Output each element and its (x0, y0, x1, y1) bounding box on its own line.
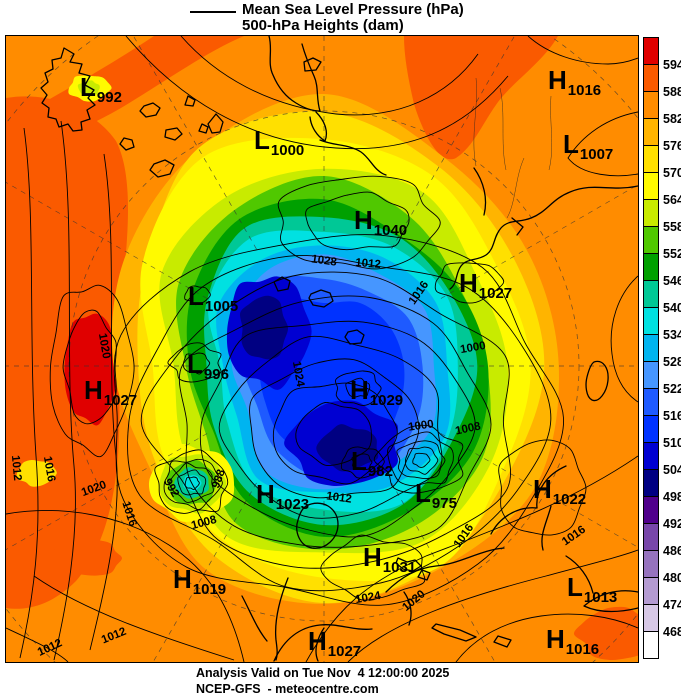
pressure-center-low: L1005 (188, 281, 239, 315)
colorbar-swatch (643, 523, 659, 551)
colorbar-swatch (643, 631, 659, 659)
pressure-center-low: L1000 (254, 125, 305, 159)
colorbar-tick-label: 576 (663, 139, 681, 153)
colorbar-tick-label: 570 (663, 166, 681, 180)
isobar-open-contours (6, 36, 638, 662)
weather-map: 1020 1012 1016 1020 1016 992 988 1008 1012 1000 10… (5, 35, 639, 663)
pressure-center-high: H1016 (546, 624, 600, 658)
colorbar-swatch (643, 253, 659, 281)
colorbar-tick-label: 534 (663, 328, 681, 342)
pressure-center-high: H1031 (363, 542, 417, 576)
pressure-center-high: H1040 (354, 205, 408, 239)
colorbar-swatch (643, 442, 659, 470)
pressure-center-low: L982 (351, 446, 393, 480)
colorbar-swatch (643, 145, 659, 173)
colorbar-tick-label: 480 (663, 571, 681, 585)
pressure-center-low: L975 (415, 478, 457, 512)
colorbar: 594 588 582 576 570 564 558 552 546 540 534 528 522 5… (643, 37, 681, 663)
pressure-center-high: H1027 (459, 268, 513, 302)
colorbar-swatch (643, 172, 659, 200)
colorbar-tick-label: 468 (663, 625, 681, 639)
colorbar-tick-label: 492 (663, 517, 681, 531)
colorbar-tick-label: 588 (663, 85, 681, 99)
pressure-center-high: H1027 (308, 626, 362, 660)
colorbar-swatch (643, 64, 659, 92)
colorbar-swatch (643, 577, 659, 605)
colorbar-tick-label: 504 (663, 463, 681, 477)
colorbar-tick-label: 516 (663, 409, 681, 423)
colorbar-tick-label: 564 (663, 193, 681, 207)
colorbar-swatch (643, 415, 659, 443)
pressure-centers: L992 H1016 L1000 L1007 H1040 H1027 L1005 L996 H1… (6, 36, 638, 662)
coastlines (40, 36, 638, 662)
pressure-center-high: H1022 (533, 474, 587, 508)
colorbar-tick-label: 522 (663, 382, 681, 396)
colorbar-swatch (643, 604, 659, 632)
mslp-line-symbol-icon (190, 11, 236, 13)
colorbar-tick-label: 528 (663, 355, 681, 369)
pressure-center-high: H1027 (84, 375, 138, 409)
footer-source: NCEP-GFS - meteocentre.com (196, 682, 379, 696)
colorbar-swatch (643, 361, 659, 389)
legend-block: Mean Sea Level Pressure (hPa) 500-hPa He… (0, 0, 681, 34)
country-borders (473, 77, 552, 219)
pressure-center-low: L1013 (567, 572, 618, 606)
colorbar-tick-label: 540 (663, 301, 681, 315)
colorbar-swatch (643, 199, 659, 227)
colorbar-tick-label: 594 (663, 58, 681, 72)
graticule (6, 36, 638, 662)
colorbar-swatch (643, 280, 659, 308)
colorbar-swatch (643, 226, 659, 254)
pressure-center-high: H1019 (173, 564, 227, 598)
colorbar-swatch (643, 469, 659, 497)
colorbar-tick-label: 552 (663, 247, 681, 261)
colorbar-swatch (643, 37, 659, 65)
colorbar-tick-label: 474 (663, 598, 681, 612)
colorbar-swatch (643, 334, 659, 362)
colorbar-boxes (643, 37, 659, 659)
pressure-center-high: H1016 (548, 65, 602, 99)
colorbar-swatch (643, 118, 659, 146)
legend-heights-label: 500-hPa Heights (dam) (242, 17, 404, 34)
colorbar-tick-label: 498 (663, 490, 681, 504)
colorbar-tick-label: 558 (663, 220, 681, 234)
colorbar-tick-label: 510 (663, 436, 681, 450)
pressure-center-low: L992 (80, 72, 122, 106)
isobar-closed-contours (49, 175, 587, 606)
height-field-fills (111, 93, 560, 604)
pressure-center-high: H1029 (350, 375, 404, 409)
colorbar-tick-label: 546 (663, 274, 681, 288)
colorbar-swatch (643, 496, 659, 524)
pressure-center-high: H1023 (256, 479, 310, 513)
colorbar-swatch (643, 388, 659, 416)
legend-mslp-label: Mean Sea Level Pressure (hPa) (242, 1, 464, 18)
footer-valid-time: Analysis Valid on Tue Nov 4 12:00:00 202… (196, 666, 450, 680)
map-canvas (6, 36, 638, 662)
colorbar-tick-label: 582 (663, 112, 681, 126)
colorbar-swatch (643, 91, 659, 119)
colorbar-tick-label: 486 (663, 544, 681, 558)
pressure-center-low: L1007 (563, 129, 614, 163)
colorbar-swatch (643, 307, 659, 335)
pressure-center-low: L996 (187, 349, 229, 383)
colorbar-swatch (643, 550, 659, 578)
